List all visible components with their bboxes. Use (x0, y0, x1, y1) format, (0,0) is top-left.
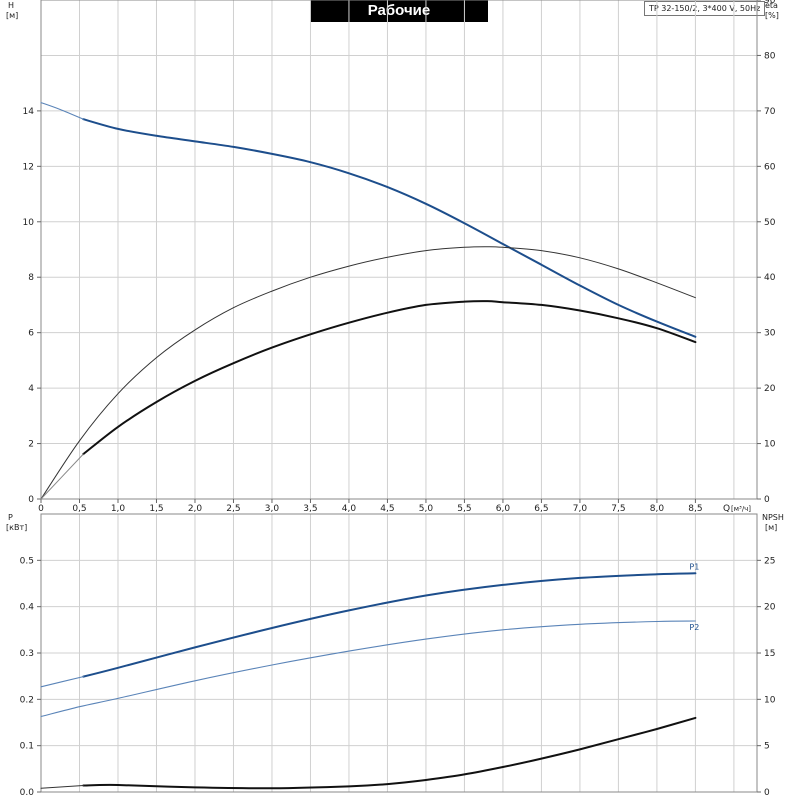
upper-series-line (82, 300, 697, 456)
lower-right-tick-label: 25 (764, 556, 775, 566)
upper-plot-frame (40, 0, 758, 500)
model-label: TP 32-150/2, 3*400 V, 50Hz (644, 1, 766, 16)
x-tick-label: 1,5 (149, 504, 163, 514)
upper-right-tick-label: 10 (764, 440, 776, 450)
x-tick-label: 2,5 (226, 504, 240, 514)
upper-series-line (40, 102, 84, 120)
x-tick-label: 4,0 (342, 504, 357, 514)
chart-title: Рабочие характеристики (310, 0, 488, 41)
x-axis-unit: [м³/ч] (731, 505, 751, 513)
lower-series-line (40, 676, 84, 688)
upper-left-tick-label: 4 (28, 384, 34, 394)
lower-left-axis-label: P (8, 513, 13, 522)
x-tick-label: 1,0 (111, 504, 126, 514)
lower-right-tick-label: 20 (764, 603, 776, 613)
lower-series-line (82, 716, 697, 790)
lower-left-tick-label: 0.0 (20, 788, 35, 798)
upper-series-line (40, 453, 84, 500)
upper-left-axis-label: H (8, 1, 14, 10)
upper-right-tick-label: 30 (764, 329, 776, 339)
x-tick-label: 2,0 (188, 504, 203, 514)
upper-left-tick-label: 14 (23, 107, 35, 117)
upper-right-axis-unit: [%] (765, 11, 779, 20)
lower-left-tick-label: 0.5 (20, 556, 34, 566)
lower-right-tick-label: 15 (764, 649, 775, 659)
lower-left-tick-label: 0.4 (20, 603, 35, 613)
x-tick-label: 6,0 (496, 504, 511, 514)
series-label-p1: P1 (689, 562, 699, 571)
upper-right-tick-label: 40 (764, 273, 776, 283)
upper-right-tick-label: 20 (764, 384, 776, 394)
lower-right-tick-label: 0 (764, 788, 770, 798)
lower-right-tick-label: 5 (764, 742, 770, 752)
upper-right-tick-label: 80 (764, 51, 776, 61)
lower-left-tick-label: 0.3 (20, 649, 34, 659)
upper-right-axis-label: eta (765, 1, 778, 10)
upper-left-axis-unit: [м] (6, 11, 18, 20)
x-tick-label: 7,0 (573, 504, 588, 514)
x-tick-label: 0,5 (72, 504, 86, 514)
upper-left-tick-label: 12 (23, 162, 34, 172)
x-tick-label: 8,5 (688, 504, 702, 514)
lower-series-line (82, 572, 697, 678)
x-tick-label: 8,0 (650, 504, 665, 514)
lower-left-tick-label: 0.1 (20, 742, 34, 752)
upper-right-tick-label: 50 (764, 218, 776, 228)
x-tick-label: 0 (38, 504, 44, 514)
lower-left-axis-unit: [кВт] (6, 523, 27, 532)
x-tick-label: 3,0 (265, 504, 280, 514)
upper-right-tick-label: 90 (764, 0, 776, 6)
x-tick-label: 6,5 (534, 504, 548, 514)
x-tick-label: 4,5 (380, 504, 394, 514)
lower-series-line (40, 785, 84, 789)
upper-left-tick-label: 0 (28, 495, 34, 505)
x-tick-label: 7,5 (611, 504, 625, 514)
lower-right-axis-label: NPSH (762, 513, 784, 522)
x-axis-label: Q (723, 504, 730, 514)
upper-left-tick-label: 2 (28, 440, 34, 450)
lower-series-line (40, 620, 696, 718)
upper-series-line (82, 118, 697, 338)
lower-right-tick-label: 10 (764, 695, 776, 705)
upper-left-tick-label: 8 (28, 273, 34, 283)
lower-left-tick-label: 0.2 (20, 695, 34, 705)
upper-left-tick-label: 6 (28, 329, 34, 339)
x-tick-label: 5,0 (419, 504, 434, 514)
upper-right-tick-label: 0 (764, 495, 770, 505)
upper-right-tick-label: 60 (764, 162, 776, 172)
series-label-p2: P2 (689, 623, 699, 632)
lower-right-axis-unit: [м] (765, 523, 777, 532)
upper-series-line (40, 246, 696, 500)
upper-left-tick-label: 10 (23, 218, 35, 228)
x-tick-label: 5,5 (457, 504, 471, 514)
x-tick-label: 3,5 (303, 504, 317, 514)
upper-right-tick-label: 70 (764, 107, 776, 117)
